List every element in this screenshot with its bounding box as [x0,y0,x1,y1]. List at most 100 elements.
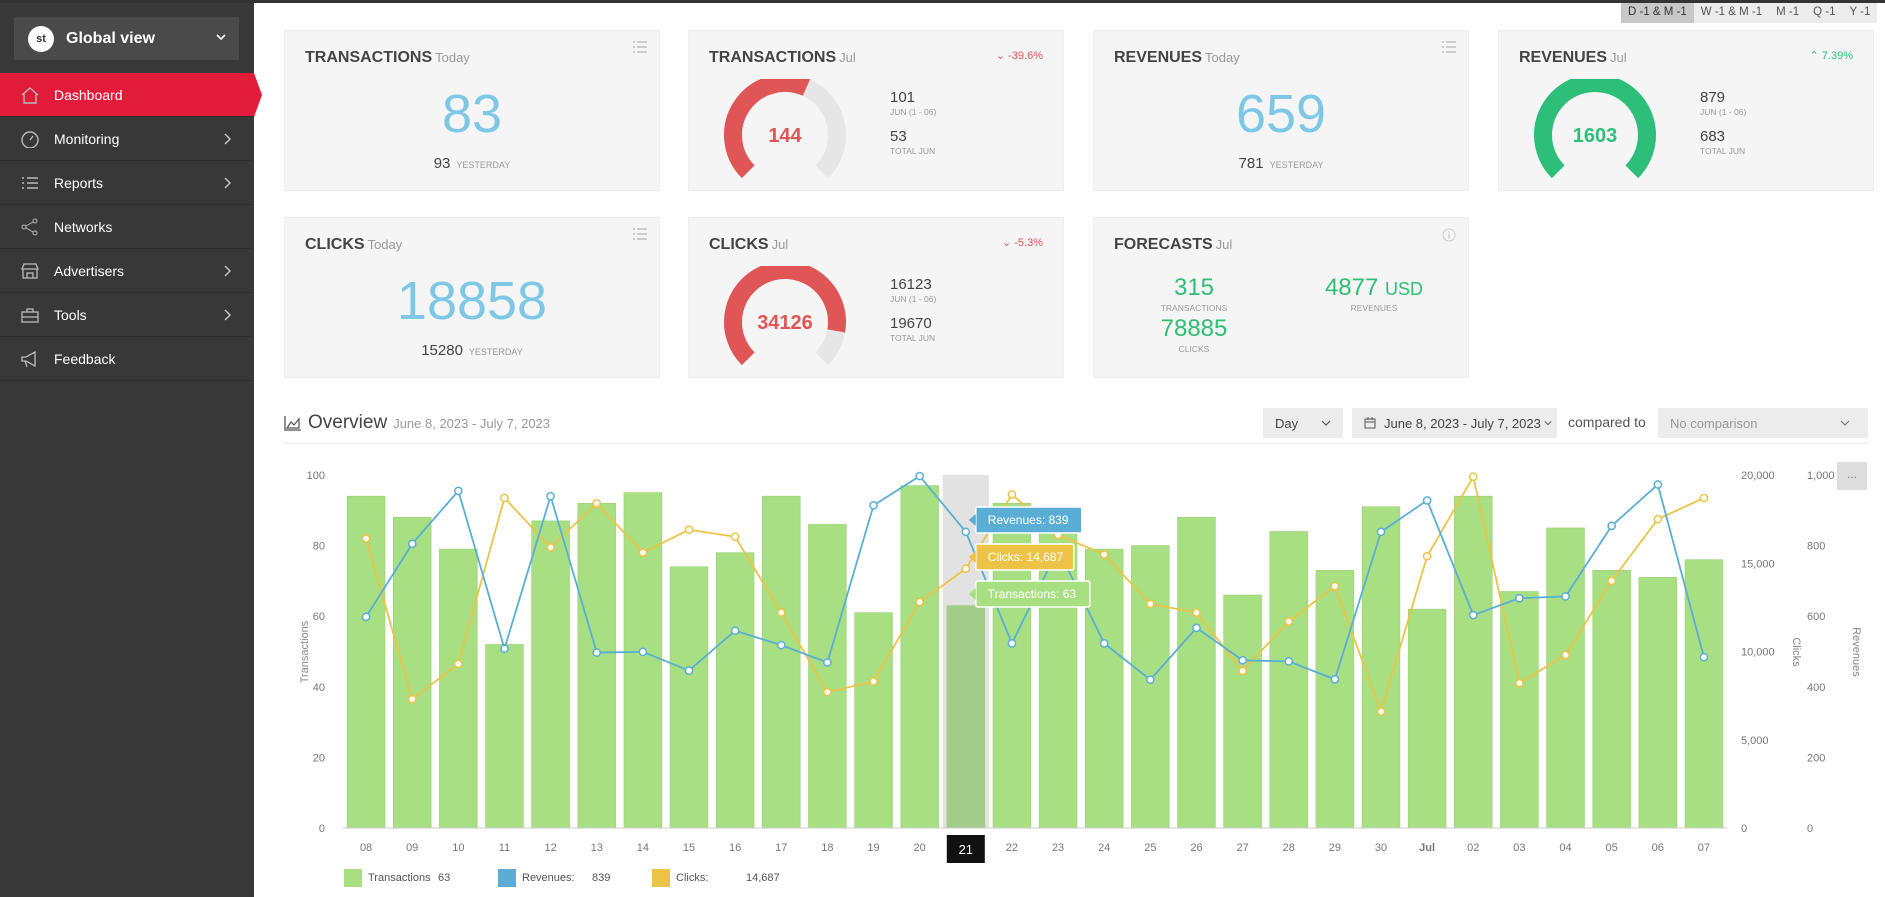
comparison-select[interactable]: No comparison [1658,408,1868,438]
point-revenues[interactable] [1192,623,1201,633]
point-clicks[interactable] [453,659,463,669]
point-revenues[interactable] [500,644,509,654]
point-revenues[interactable] [1653,480,1663,489]
bar-transactions[interactable] [1315,570,1355,829]
point-revenues[interactable] [823,658,832,667]
bar-transactions[interactable] [623,492,663,829]
point-clicks[interactable] [684,525,694,535]
bar-transactions[interactable] [1546,527,1585,829]
point-revenues[interactable] [961,527,971,537]
point-clicks[interactable] [915,597,925,607]
period-tab[interactable]: W -1 & M -1 [1700,6,1763,18]
bar-transactions[interactable] [1177,517,1216,829]
point-revenues[interactable] [1284,657,1294,666]
bar-transactions[interactable] [715,552,755,829]
point-clicks[interactable] [1238,666,1247,676]
point-revenues[interactable] [915,471,925,481]
point-clicks[interactable] [1099,550,1109,559]
point-revenues[interactable] [684,666,694,675]
point-revenues[interactable] [546,491,555,501]
point-revenues[interactable] [1561,592,1570,601]
bar-transactions[interactable] [808,524,847,829]
sidebar-item-reports[interactable]: Reports [0,161,254,205]
date-range-picker[interactable]: June 8, 2023 - July 7, 2023 [1352,408,1557,438]
chart-more-button[interactable]: ... [1837,462,1867,490]
sidebar-item-dashboard[interactable]: Dashboard [0,73,262,117]
point-clicks[interactable] [1422,551,1432,561]
bar-transactions[interactable] [1684,559,1724,829]
bar-transactions[interactable] [1269,531,1308,829]
point-clicks[interactable] [730,532,740,542]
bar-transactions[interactable] [392,517,432,829]
point-clicks[interactable] [823,687,832,697]
point-clicks[interactable] [1330,581,1340,591]
info-icon[interactable] [1442,228,1456,242]
point-clicks[interactable] [500,493,509,503]
point-revenues[interactable] [453,486,463,496]
point-clicks[interactable] [361,534,371,543]
point-clicks[interactable] [1607,576,1617,586]
point-clicks[interactable] [1007,490,1017,499]
point-clicks[interactable] [1376,707,1386,716]
point-clicks[interactable] [961,564,971,574]
bar-transactions[interactable] [854,612,893,829]
point-clicks[interactable] [869,677,878,686]
point-revenues[interactable] [1468,610,1478,620]
bar-transactions[interactable] [1592,570,1631,829]
point-revenues[interactable] [1422,496,1432,505]
bar-transactions[interactable] [1454,495,1493,829]
point-clicks[interactable] [776,608,786,618]
point-clicks[interactable] [1653,514,1663,524]
point-revenues[interactable] [1099,639,1109,648]
period-tab[interactable]: M -1 [1776,6,1800,18]
bar-transactions[interactable] [900,485,939,829]
sidebar-item-networks[interactable]: Networks [0,205,254,249]
point-clicks[interactable] [592,498,602,508]
granularity-select[interactable]: Day [1263,408,1343,438]
bar-transactions[interactable] [485,644,524,829]
bar-transactions[interactable] [1223,594,1262,829]
bar-transactions[interactable] [669,566,709,829]
bar-transactions[interactable] [762,495,801,829]
bar-transactions[interactable] [1131,545,1170,829]
point-clicks[interactable] [407,694,417,704]
point-revenues[interactable] [1515,593,1524,603]
bar-transactions[interactable] [577,502,616,829]
point-clicks[interactable] [1468,472,1478,482]
point-revenues[interactable] [1330,675,1340,684]
bar-transactions[interactable] [439,548,478,829]
overview-chart[interactable]: 02040608010005,00010,00015,00020,0000200… [284,458,1884,866]
period-tab[interactable]: D -1 & M -1 [1621,3,1694,23]
sidebar-item-monitoring[interactable]: Monitoring [0,117,254,161]
point-clicks[interactable] [1192,608,1201,618]
list-icon[interactable] [633,41,647,53]
point-clicks[interactable] [1284,617,1294,626]
bar-transactions[interactable] [531,520,570,829]
point-revenues[interactable] [1145,675,1155,685]
point-revenues[interactable] [776,640,786,650]
point-revenues[interactable] [730,626,740,636]
point-revenues[interactable] [1238,655,1247,665]
bar-transactions[interactable] [1638,577,1678,829]
global-view-selector[interactable]: st Global view [14,17,239,60]
point-revenues[interactable] [407,539,417,549]
sidebar-item-tools[interactable]: Tools [0,293,254,337]
sidebar-item-feedback[interactable]: Feedback [0,337,254,381]
point-clicks[interactable] [546,543,555,552]
point-revenues[interactable] [1007,639,1017,648]
point-clicks[interactable] [1145,599,1155,609]
bar-transactions[interactable] [946,605,986,829]
bar-transactions[interactable] [346,495,386,829]
point-clicks[interactable] [1515,678,1524,688]
period-tab[interactable]: Y -1 [1849,6,1871,18]
list-icon[interactable] [633,228,647,240]
point-revenues[interactable] [592,648,602,657]
bar-transactions[interactable] [1407,608,1447,829]
point-revenues[interactable] [1699,652,1709,662]
point-clicks[interactable] [1699,493,1709,503]
list-icon[interactable] [1442,41,1456,53]
period-tab[interactable]: Q -1 [1813,6,1836,18]
point-clicks[interactable] [1561,650,1570,660]
bar-transactions[interactable] [1084,548,1124,829]
point-revenues[interactable] [638,647,648,657]
